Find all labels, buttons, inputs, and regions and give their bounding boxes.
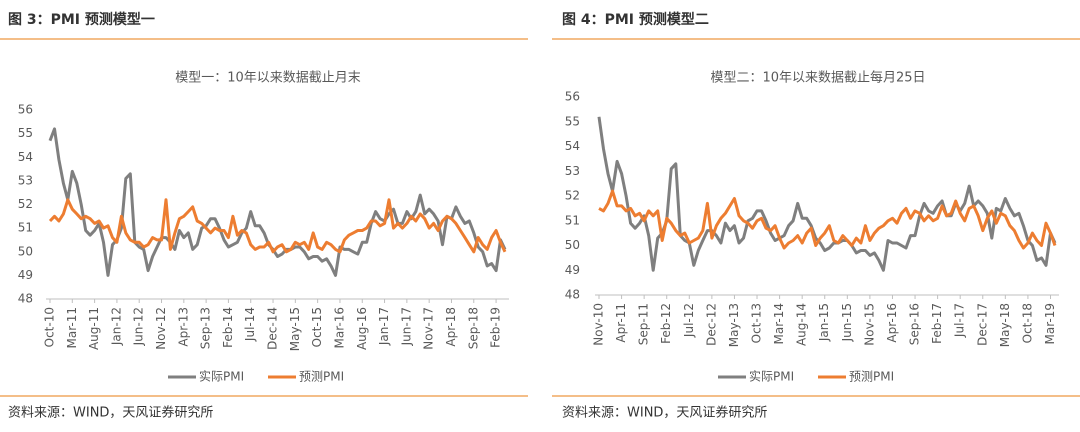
chart-title: 模型一：10年以来数据截止月末 [175,71,361,86]
x-tick-label: Apr-13 [176,307,190,347]
x-tick-label: Oct-15 [310,307,324,347]
x-tick-label: Dec-14 [266,307,280,350]
y-tick-label: 49 [565,263,580,277]
x-tick-label: Jan-15 [817,303,831,342]
x-tick-label: Dec-12 [704,303,718,346]
x-tick-label: Feb-12 [659,303,673,344]
x-tick-label: Jul-14 [243,307,257,342]
series-line [597,116,1057,272]
y-tick-label: 52 [18,197,33,211]
y-tick-label: 51 [565,213,580,227]
series-line [48,198,507,254]
x-tick-label: May-15 [288,307,302,351]
chart-title: 模型二：10年以来数据截止每月25日 [710,70,925,86]
x-tick-label: Jul-12 [682,303,696,338]
x-tick-label: Aug-14 [795,303,809,346]
x-tick-label: Nov-12 [154,307,168,350]
y-tick-label: 55 [18,126,33,140]
x-tick-label: Oct-18 [1020,303,1034,343]
y-tick-label: 50 [565,238,580,252]
y-tick-label: 53 [565,164,580,178]
legend-label: 实际PMI [199,369,244,384]
y-tick-label: 54 [565,139,580,153]
x-tick-label: Jun-12 [132,307,146,346]
series-line [598,189,1057,250]
source: 资料来源：WIND，天风证券研究所 [562,405,767,421]
x-tick-label: Jan-17 [377,307,391,346]
legend-label: 预测PMI [299,370,344,384]
figure-caption: 图 3：PMI 预测模型一 [8,11,155,28]
y-tick-label: 50 [18,244,33,258]
y-tick-label: 54 [18,150,33,164]
y-tick-label: 56 [565,90,580,104]
x-tick-label: Aug-11 [87,307,101,350]
x-tick-label: Jan-12 [109,307,123,346]
x-tick-label: Mar-11 [65,307,79,348]
x-tick-label: Feb-17 [930,303,944,344]
y-tick-label: 52 [565,189,580,203]
x-tick-label: Aug-16 [355,307,369,350]
y-tick-label: 56 [18,103,33,117]
x-tick-label: Jun-15 [840,303,854,342]
x-tick-label: Oct-13 [750,303,764,343]
x-tick-label: Sep-13 [199,307,213,349]
y-tick-label: 48 [565,288,580,302]
source: 资料来源：WIND，天风证券研究所 [8,405,213,421]
x-tick-label: Jun-17 [399,307,413,346]
y-tick-label: 49 [18,268,33,282]
x-tick-label: Sep-11 [637,303,651,345]
x-tick-label: Oct-10 [43,307,57,347]
x-tick-label: May-13 [727,303,741,347]
x-tick-label: Apr-16 [885,303,899,343]
x-tick-label: Mar-16 [332,307,346,348]
x-tick-label: Feb-14 [221,307,235,348]
legend-label: 实际PMI [749,369,794,384]
x-tick-label: Nov-17 [422,307,436,350]
legend-label: 预测PMI [849,370,894,384]
x-tick-label: Dec-17 [975,303,989,346]
series-line [48,127,507,277]
x-tick-label: Sep-16 [908,303,922,345]
x-tick-label: May-18 [998,303,1012,347]
x-tick-label: Mar-14 [772,303,786,344]
x-tick-label: Sep-18 [466,307,480,349]
x-tick-label: Nov-15 [862,303,876,346]
x-tick-label: Apr-11 [614,303,628,343]
x-tick-label: Mar-19 [1043,303,1057,344]
y-tick-label: 53 [18,173,33,187]
x-tick-label: Apr-18 [444,307,458,347]
x-tick-label: Nov-10 [592,303,606,346]
x-tick-label: Feb-19 [489,307,503,348]
y-tick-label: 51 [18,221,33,235]
x-tick-label: Jul-17 [953,303,967,338]
figure-caption: 图 4：PMI 预测模型二 [562,11,709,28]
y-tick-label: 55 [565,114,580,128]
y-tick-label: 48 [18,292,33,306]
